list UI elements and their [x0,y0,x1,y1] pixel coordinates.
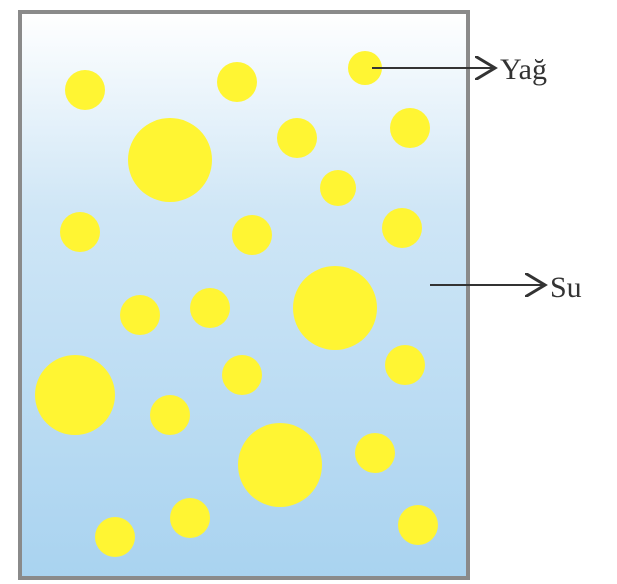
oil-droplet [222,355,262,395]
oil-droplet [390,108,430,148]
oil-droplet [293,266,377,350]
oil-droplet [190,288,230,328]
oil-droplet [217,62,257,102]
oil-droplet [120,295,160,335]
oil-droplet [65,70,105,110]
oil-droplet [170,498,210,538]
oil-droplet [238,423,322,507]
oil-droplet [398,505,438,545]
oil-droplet [382,208,422,248]
oil-droplet [355,433,395,473]
oil-label: Yağ [500,53,547,86]
oil-droplet [232,215,272,255]
oil-droplet [128,118,212,202]
water-label: Su [550,271,582,304]
oil-droplet [277,118,317,158]
emulsion-diagram: Yağ Su [0,0,617,584]
oil-droplet [35,355,115,435]
oil-droplet [320,170,356,206]
oil-droplet [95,517,135,557]
oil-droplet [60,212,100,252]
oil-droplet [150,395,190,435]
oil-droplet [385,345,425,385]
